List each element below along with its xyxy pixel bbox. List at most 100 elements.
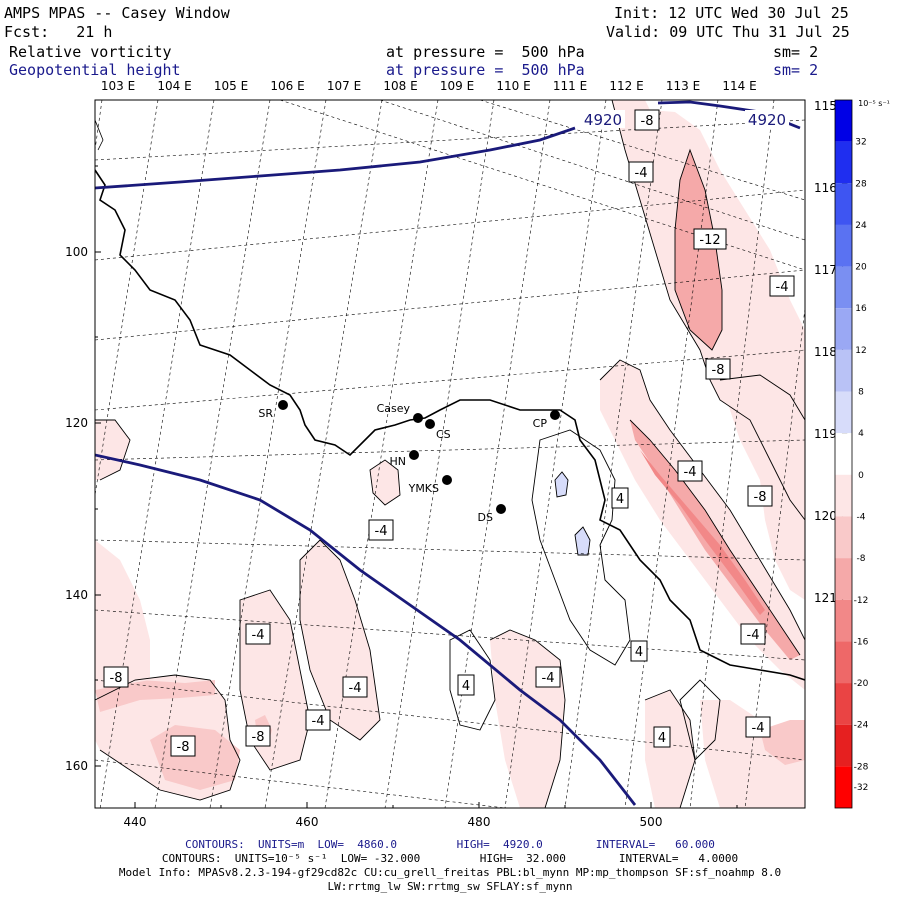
colorbar-swatch — [835, 433, 852, 475]
colorbar-label: -24 — [854, 721, 869, 731]
bottom-tick-label: 440 — [124, 815, 147, 829]
station-sr: SR — [258, 400, 288, 420]
colorbar-swatch — [835, 516, 852, 559]
colorbar-swatch — [835, 766, 852, 808]
svg-text:-4: -4 — [776, 280, 789, 295]
colorbar-swatch — [835, 183, 852, 225]
svg-text:-4: -4 — [635, 166, 648, 181]
svg-text:4920: 4920 — [748, 111, 786, 129]
vorticity-contour-label: -8 — [705, 358, 731, 380]
colorbar-label: 0 — [858, 471, 864, 481]
colorbar-label: -28 — [854, 762, 869, 772]
forecast-hour: Fcst: 21 h — [4, 23, 113, 41]
bottom-tick-label: 480 — [468, 815, 491, 829]
top-longitude-label: 111 E — [553, 79, 587, 93]
colorbar-label: 32 — [855, 138, 866, 148]
vorticity-contour-label: -8 — [747, 485, 773, 507]
vorticity-contour-label: -8 — [245, 725, 271, 747]
left-axis — [95, 165, 101, 767]
height-contour-label: 4920 — [581, 110, 625, 129]
svg-text:DS: DS — [478, 511, 493, 524]
colorbar-swatch — [835, 308, 852, 350]
svg-text:-4: -4 — [747, 628, 760, 643]
colorbar-swatch — [835, 641, 852, 684]
field2-smoothing: sm= 2 — [773, 61, 819, 79]
colorbar-label: -12 — [854, 596, 869, 606]
svg-text:4: 4 — [462, 679, 470, 694]
svg-text:-4: -4 — [252, 628, 265, 643]
colorbar-label: 8 — [858, 388, 864, 398]
vorticity-contour-label: -4 — [740, 623, 766, 645]
bottom-tick-label: 460 — [296, 815, 319, 829]
svg-text:-4: -4 — [684, 465, 697, 480]
colorbar-label: -32 — [854, 783, 869, 793]
height-contour-info: CONTOURS: UNITS=m LOW= 4860.0 HIGH= 4920… — [185, 838, 715, 851]
field1-level: at pressure = 500 hPa — [386, 43, 585, 61]
bottom-axis — [134, 802, 738, 808]
valid-time: Valid: 09 UTC Thu 31 Jul 25 — [606, 23, 850, 41]
top-longitude-label: 103 E — [101, 79, 135, 93]
svg-text:YMKS: YMKS — [408, 482, 439, 495]
vorticity-contour-label: -8 — [170, 735, 196, 757]
colorbar-label: 24 — [855, 221, 867, 231]
field2-name: Geopotential height — [9, 61, 181, 79]
left-tick-label: 100 — [65, 245, 88, 259]
svg-text:4: 4 — [658, 731, 666, 746]
svg-text:SR: SR — [258, 407, 273, 420]
colorbar-swatch — [835, 558, 852, 600]
top-longitude-label: 109 E — [440, 79, 474, 93]
vorticity-contour-lines — [95, 100, 805, 808]
init-time: Init: 12 UTC Wed 30 Jul 25 — [614, 4, 849, 22]
vorticity-contour-label: -4 — [745, 716, 771, 738]
lat-lon-grid — [95, 100, 805, 808]
vorticity-contour-label: 4 — [457, 674, 475, 696]
vorticity-shading — [95, 100, 805, 808]
svg-text:4: 4 — [635, 645, 643, 660]
ice-margin — [95, 119, 104, 151]
top-longitude-label: 104 E — [157, 79, 191, 93]
vorticity-contour-label: -4 — [305, 709, 331, 731]
model-info: Model Info: MPASv8.2.3-194-gf29cd82c CU:… — [118, 866, 782, 879]
svg-text:-8: -8 — [754, 490, 767, 505]
svg-text:-8: -8 — [252, 730, 265, 745]
vorticity-contour-labels: -8 -4 -12 -4 -8 -4 -8 4 -4 -4 -4 4 -8 -4 -4 4 -4 -4 -8 4 -8 — [103, 109, 795, 757]
colorbar-swatch — [835, 391, 852, 434]
station-markers: SR Casey CS CP HN YMKS DS — [258, 400, 560, 524]
station-casey: Casey — [377, 402, 423, 423]
svg-text:4920: 4920 — [584, 111, 622, 129]
svg-text:-4: -4 — [312, 714, 325, 729]
top-longitude-label: 110 E — [496, 79, 530, 93]
colorbar-label: -4 — [857, 512, 866, 522]
height-contour-labels: 4920 4920 — [581, 110, 789, 129]
colorbar-label: -20 — [854, 679, 869, 689]
colorbar-label: 20 — [855, 263, 867, 273]
colorbar-label: -16 — [854, 637, 869, 647]
station-cs: CS — [425, 419, 451, 441]
top-longitude-label: 113 E — [666, 79, 700, 93]
vorticity-contour-label: 4 — [630, 640, 648, 662]
svg-text:-4: -4 — [542, 671, 555, 686]
colorbar-unit: 10⁻⁵ s⁻¹ — [858, 99, 890, 108]
station-cp: CP — [533, 410, 560, 430]
left-tick-label: 120 — [65, 416, 88, 430]
vorticity-contour-label: -8 — [103, 666, 129, 688]
svg-text:CS: CS — [436, 428, 451, 441]
colorbar-label: -8 — [857, 554, 866, 564]
station-ymks: YMKS — [408, 475, 452, 495]
field1-smoothing: sm= 2 — [773, 43, 819, 61]
vorticity-contour-label: -4 — [677, 460, 703, 482]
vorticity-contour-label: 4 — [653, 726, 671, 748]
colorbar-swatch — [835, 599, 852, 642]
colorbar-swatch — [835, 683, 852, 725]
top-longitude-label: 106 E — [270, 79, 304, 93]
vorticity-contour-label: 4 — [611, 487, 629, 509]
colorbar-label: 16 — [855, 304, 867, 314]
top-longitude-label: 107 E — [327, 79, 361, 93]
field2-level: at pressure = 500 hPa — [386, 61, 585, 79]
vorticity-contour-label: -12 — [693, 228, 727, 250]
vorticity-contour-label: -4 — [368, 519, 394, 541]
bottom-tick-labels: 440 460 480 500 — [124, 815, 663, 829]
colorbar-swatch — [835, 224, 852, 267]
left-tick-label: 160 — [65, 759, 88, 773]
svg-text:-8: -8 — [641, 114, 654, 129]
